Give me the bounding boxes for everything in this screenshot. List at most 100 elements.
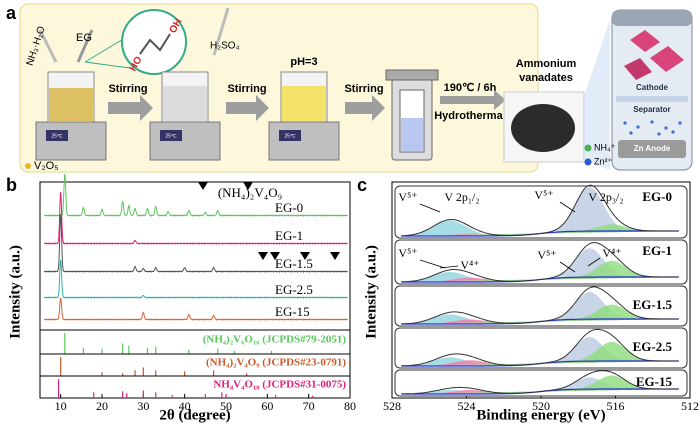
x-tick-label: 520 [532, 399, 550, 413]
peak-marker [258, 252, 268, 260]
hotplate-temp: 25℃ [165, 133, 177, 139]
sample-label: EG-1 [642, 243, 672, 258]
zoom-line [84, 37, 126, 63]
precursor-dot [25, 163, 31, 169]
pipette [76, 29, 94, 63]
x-tick-label: 40 [179, 399, 191, 413]
x-tick-label: 20 [96, 399, 108, 413]
x-tick-label: 10 [55, 399, 67, 413]
x-tick-label: 516 [607, 399, 625, 413]
autoclave-solution [401, 118, 423, 151]
condition: 190℃ / 6h [444, 82, 497, 94]
sample-label: EG-1.5 [275, 256, 313, 271]
battery-label: Cathode [636, 83, 669, 92]
x-tick-label: 50 [220, 399, 232, 413]
peak-annotation: V 2p₃/₂ [588, 190, 623, 204]
arrow [108, 95, 153, 121]
xrd-trace [43, 173, 348, 217]
product: Ammonium [516, 58, 577, 70]
sample-label: EG-2.5 [275, 282, 313, 297]
ph: pH=3 [290, 56, 317, 68]
peak-annotation: V⁴⁺ [602, 246, 621, 260]
separator [616, 96, 688, 102]
battery-label: Separator [633, 105, 670, 114]
peak-annotation: V⁵⁺ [398, 190, 417, 204]
arrow [440, 90, 506, 110]
pipette [212, 7, 230, 56]
reference-label: NH₄V₄O₁₀ (JCPDS#31-0075) [213, 379, 346, 391]
sample-label: EG-0 [642, 189, 672, 204]
xrd-trace [43, 214, 348, 273]
peak-marker [243, 182, 253, 190]
reagent: H₂SO₄ [210, 41, 240, 52]
ion-marker [584, 144, 592, 152]
hotplate-display [279, 130, 301, 141]
sample-label: EG-1.5 [633, 297, 673, 312]
ion-label: Zn²⁺ [594, 156, 613, 166]
peak-annotation: V 2p₁/₂ [444, 190, 479, 204]
fit-component [401, 187, 679, 236]
step: Stirring [344, 83, 383, 95]
annotation-arrow [587, 257, 601, 267]
annotation-arrow [439, 265, 459, 269]
reference-label: (NH₄)₂V₄O₉ (JCPDS#23-0791) [206, 357, 346, 369]
peak-annotation: V⁵⁺ [398, 246, 417, 260]
zoom-line [84, 61, 131, 69]
envelope [401, 328, 679, 367]
suspension [49, 88, 93, 121]
solution [282, 86, 326, 121]
xrd-trace [43, 259, 348, 299]
step: Stirring [227, 83, 266, 95]
annotation-arrow [559, 261, 576, 273]
plot-frame [39, 181, 351, 399]
panel-label: c [357, 175, 367, 195]
crystal [650, 46, 684, 72]
sample-label: EG-2.5 [633, 339, 673, 354]
arrow [345, 95, 385, 121]
pipette [38, 29, 58, 63]
molecule-zoom [121, 9, 187, 75]
panel-c: c Intensity (a.u.) Binding energy (eV) 5… [357, 175, 699, 424]
phase-label: (NH₄)₂V₄O₉ [218, 185, 282, 200]
reagent: V₂O₅ [34, 160, 59, 172]
reagent: EG [76, 32, 92, 44]
battery-label: Zn Anode [634, 144, 671, 153]
x-tick-label: 30 [137, 399, 149, 413]
sample-label: EG-15 [275, 304, 310, 319]
hotplate-temp: 25℃ [51, 133, 63, 139]
panel-b: b Intensity (a.u.) 2θ (degree) (NH₄)₂V₄O… [6, 173, 356, 423]
peak-marker [270, 252, 280, 260]
powder [511, 104, 575, 152]
autoclave-lid [385, 69, 439, 81]
x-tick-label: 528 [383, 399, 401, 413]
x-tick-label: 80 [344, 399, 356, 413]
xrd-trace [43, 192, 348, 245]
annotation-arrow [419, 203, 441, 213]
annotation-arrow [559, 201, 576, 213]
peak-marker [198, 182, 208, 190]
reference-label: (NH₄)₂V₆O₁₆ (JCPDS#79-2051) [203, 334, 347, 346]
peak-marker [330, 252, 340, 260]
hotplate-temp: 25℃ [284, 133, 296, 139]
hotplate-display [160, 130, 182, 141]
envelope [401, 370, 679, 395]
panel-label: b [6, 175, 17, 195]
x-tick-label: 60 [261, 399, 273, 413]
ion-label: NH₄⁺ [594, 142, 616, 152]
crystal [624, 58, 652, 80]
solution [163, 86, 207, 121]
ion-marker [584, 158, 592, 166]
x-axis-label: Binding energy (eV) [476, 407, 605, 423]
x-tick-label: 524 [458, 399, 476, 413]
peak-annotation: V⁵⁺ [537, 248, 556, 262]
y-axis-label: Intensity (a.u.) [7, 245, 23, 339]
crystal [630, 30, 660, 52]
envelope [401, 184, 679, 237]
ion-dots [623, 120, 682, 136]
sample-label: EG-0 [275, 200, 303, 215]
x-tick-label: 70 [303, 399, 315, 413]
fit-component [401, 341, 679, 366]
sample-label: EG-15 [636, 374, 673, 389]
zn-anode [618, 140, 686, 158]
x-tick-label: 512 [681, 399, 699, 413]
